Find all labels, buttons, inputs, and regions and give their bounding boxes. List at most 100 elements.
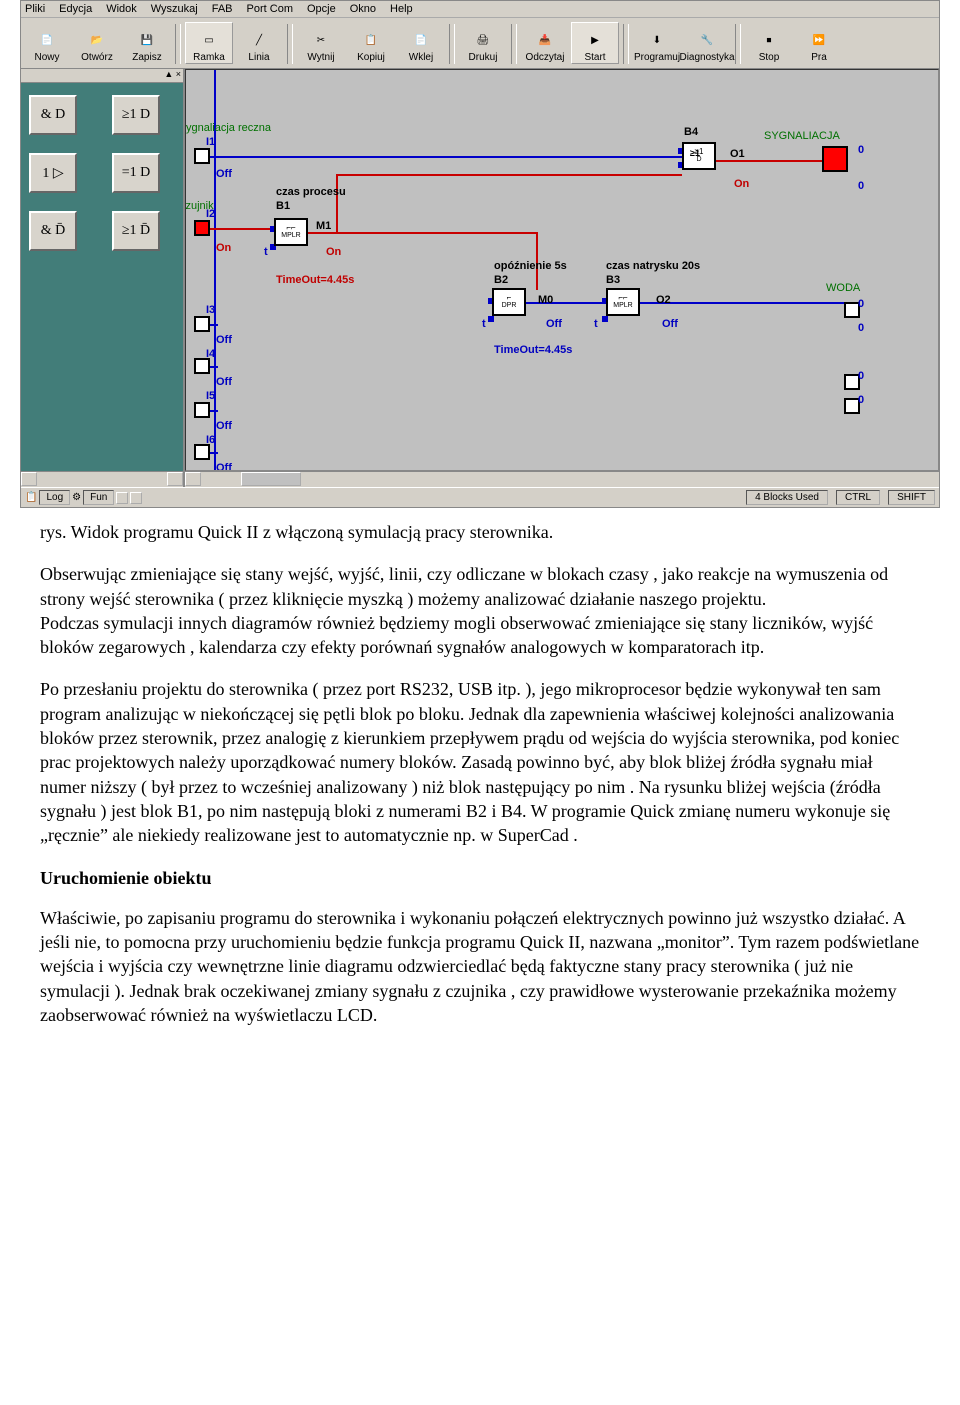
status-right: 4 Blocks Used CTRL SHIFT: [746, 490, 935, 505]
menu-item-pliki[interactable]: Pliki: [25, 3, 45, 15]
canvas-label: 0: [858, 394, 864, 406]
canvas-label: SYGNALIACJA: [764, 130, 840, 142]
toolbar-read-button[interactable]: 📥Odczytaj: [521, 22, 569, 64]
toolbar-stop-button[interactable]: ⏹Stop: [745, 22, 793, 64]
canvas-label: B4: [684, 126, 698, 138]
toolbar-line-button[interactable]: ╱Linia: [235, 22, 283, 64]
palette-block-3[interactable]: =1 D: [112, 153, 160, 193]
canvas-label: Off: [216, 168, 232, 180]
menu-item-widok[interactable]: Widok: [106, 3, 137, 15]
toolbar-label: Odczytaj: [526, 52, 565, 63]
tool-palette: ▲ × & D ≥1 D 1 ▷ =1 D & D̄ ≥1 D̄: [21, 69, 185, 487]
toolbar-diag-button[interactable]: 🔧Diagnostyka: [683, 22, 731, 64]
paste-icon: 📄: [410, 30, 432, 50]
canvas-scrollbar[interactable]: [185, 471, 939, 487]
scrollbar-thumb[interactable]: [241, 472, 301, 486]
new-icon: 📄: [36, 30, 58, 50]
toolbar-label: Wklej: [409, 52, 433, 63]
function-block[interactable]: ⌐⌐MPLR: [606, 288, 640, 316]
toolbar-separator: [623, 24, 629, 64]
input-terminal[interactable]: [194, 402, 210, 418]
toolbar-label: Ramka: [193, 52, 225, 63]
toolbar-pra-button[interactable]: ⏩Pra: [795, 22, 843, 64]
diagram-canvas[interactable]: ⌐⌐MPLR⌐DPR⌐⌐MPLR≥1Dygnaliacja recznaI1Of…: [185, 69, 939, 471]
wire: [210, 228, 274, 230]
canvas-label: I3: [206, 304, 215, 316]
palette-block-4[interactable]: & D̄: [29, 211, 77, 251]
palette-block-1[interactable]: ≥1 D: [112, 95, 160, 135]
function-block[interactable]: ⌐DPR: [492, 288, 526, 316]
canvas-label: t: [482, 318, 486, 330]
canvas-label: I1: [206, 136, 215, 148]
canvas-label: On: [734, 178, 749, 190]
canvas-label: I2: [206, 208, 215, 220]
input-terminal[interactable]: [194, 148, 210, 164]
toolbar-open-button[interactable]: 📂 Otwórz: [73, 22, 121, 64]
cut-icon: ✂: [310, 30, 332, 50]
toolbar-label: Kopiuj: [357, 52, 385, 63]
palette-block-2[interactable]: 1 ▷: [29, 153, 77, 193]
canvas-label: Off: [546, 318, 562, 330]
toolbar-paste-button[interactable]: 📄 Wklej: [397, 22, 445, 64]
status-left: 📋 Log ⚙ Fun: [25, 490, 142, 505]
canvas-label: 0: [858, 180, 864, 192]
input-terminal[interactable]: [194, 316, 210, 332]
menu-item-help[interactable]: Help: [390, 3, 413, 15]
status-bar: 📋 Log ⚙ Fun 4 Blocks Used CTRL SHIFT: [21, 487, 939, 507]
scroll-left-icon[interactable]: [21, 472, 37, 486]
tab-fun[interactable]: Fun: [83, 490, 114, 505]
canvas-label: 0: [858, 144, 864, 156]
scroll-right-icon[interactable]: [167, 472, 183, 486]
scroll-left-icon[interactable]: [185, 472, 201, 486]
canvas-label: Off: [216, 334, 232, 346]
toolbar-save-button[interactable]: 💾Zapisz: [123, 22, 171, 64]
toolbar-frame-button[interactable]: ▭Ramka: [185, 22, 233, 64]
palette-block-0[interactable]: & D: [29, 95, 77, 135]
canvas-label: M0: [538, 294, 553, 306]
connection-dot: [602, 316, 608, 322]
toolbar-label: Wytnij: [307, 52, 334, 63]
canvas-label: opóźnienie 5s: [494, 260, 567, 272]
toolbar-print-button[interactable]: 🖨Drukuj: [459, 22, 507, 64]
menu-item-port com[interactable]: Port Com: [247, 3, 293, 15]
tab-log[interactable]: Log: [39, 490, 70, 505]
palette-scrollbar[interactable]: [21, 471, 183, 487]
canvas-label: I6: [206, 434, 215, 446]
open-icon: 📂: [86, 30, 108, 50]
canvas-label: B1: [276, 200, 290, 212]
toolbar-start-button[interactable]: ▶Start: [571, 22, 619, 64]
menu-bar: Pliki Edycja Widok Wyszukaj FAB Port Com Opcje…: [21, 1, 939, 18]
input-terminal[interactable]: [194, 358, 210, 374]
section-heading: Uruchomienie obiektu: [40, 866, 920, 890]
menu-item-wyszukaj[interactable]: Wyszukaj: [151, 3, 198, 15]
palette-header[interactable]: ▲ ×: [21, 69, 183, 83]
menu-item-opcje[interactable]: Opcje: [307, 3, 336, 15]
wire: [210, 366, 218, 368]
main-area: ▲ × & D ≥1 D 1 ▷ =1 D & D̄ ≥1 D̄ ⌐⌐MPLR ⌐DPR ⌐⌐…: [21, 69, 939, 487]
wire: [716, 160, 824, 162]
menu-item-fab[interactable]: FAB: [212, 3, 233, 15]
toolbar-prog-button[interactable]: ⬇Programuj: [633, 22, 681, 64]
toolbar-cut-button[interactable]: ✂ Wytnij: [297, 22, 345, 64]
toolbar-copy-button[interactable]: 📋 Kopiuj: [347, 22, 395, 64]
canvas-label: On: [326, 246, 341, 258]
output-terminal[interactable]: [822, 146, 848, 172]
wire: [210, 452, 218, 454]
toolbar-separator: [175, 24, 181, 64]
toolbar-new-button[interactable]: 📄Nowy: [23, 22, 71, 64]
toolbar-label: Programuj: [634, 52, 680, 63]
menu-item-okno[interactable]: Okno: [350, 3, 376, 15]
menu-item-edycja[interactable]: Edycja: [59, 3, 92, 15]
palette-block-5[interactable]: ≥1 D̄: [112, 211, 160, 251]
tab-scroll-right-icon[interactable]: [130, 492, 142, 504]
input-terminal[interactable]: [194, 220, 210, 236]
canvas-label: Off: [216, 462, 232, 471]
canvas-label: WODA: [826, 282, 860, 294]
copy-icon: 📋: [360, 30, 382, 50]
tab-scroll-left-icon[interactable]: [116, 492, 128, 504]
wire: [210, 410, 218, 412]
input-terminal[interactable]: [194, 444, 210, 460]
function-block[interactable]: ⌐⌐MPLR: [274, 218, 308, 246]
toolbar-label: Otwórz: [81, 52, 113, 63]
canvas-label: I4: [206, 348, 215, 360]
